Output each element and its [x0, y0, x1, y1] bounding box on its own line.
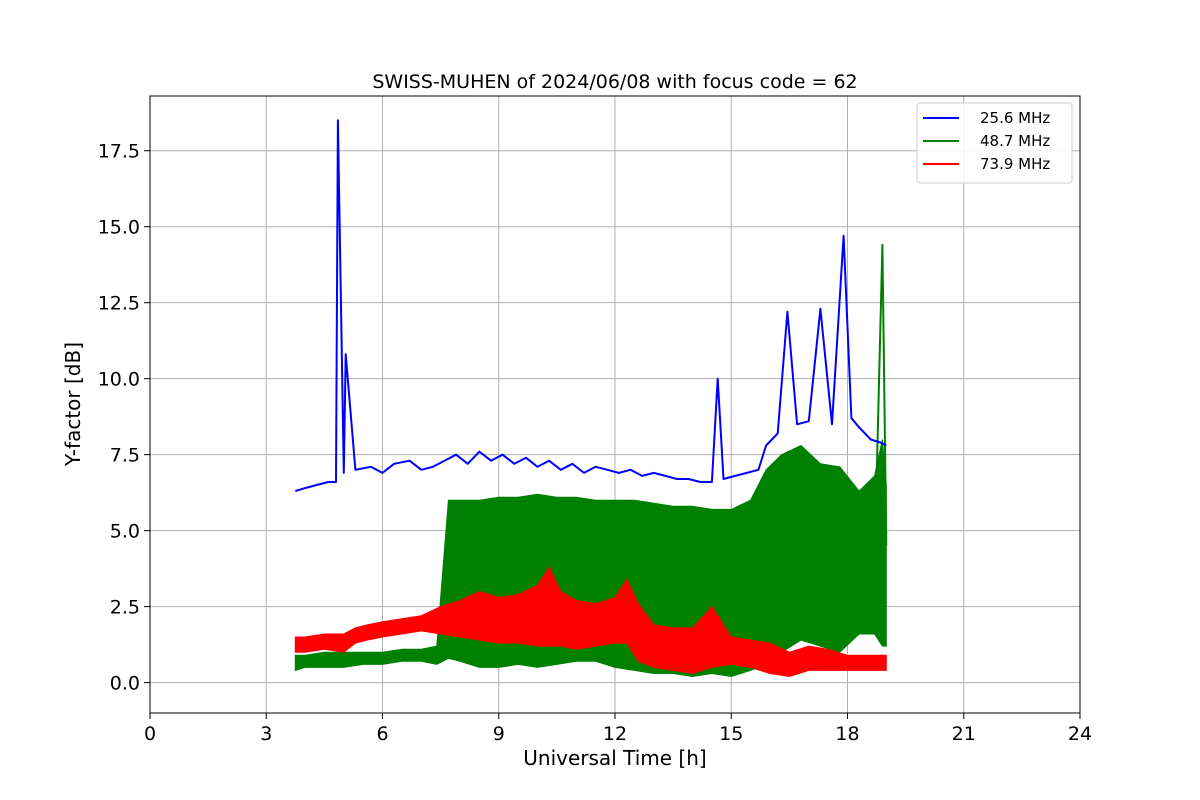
series-line-48-7-mhz	[295, 243, 888, 663]
x-tick-label: 12	[603, 723, 627, 745]
y-axis-ticks: 0.0 2.5 5.0 7.5 10.0 12.5 15.0 17.5	[98, 141, 150, 695]
y-tick-label: 5.0	[110, 521, 140, 543]
x-tick-label: 21	[952, 723, 976, 745]
y-tick-label: 17.5	[98, 141, 140, 163]
legend-label-48-7-mhz: 48.7 MHz	[980, 132, 1050, 150]
x-axis-ticks: 0 3 6 9 12 15 18 21 24	[144, 713, 1092, 745]
y-tick-label: 10.0	[98, 369, 140, 391]
y-tick-label: 7.5	[110, 445, 140, 467]
y-axis-label: Y-factor [dB]	[61, 342, 85, 467]
legend-label-73-9-mhz: 73.9 MHz	[980, 155, 1050, 173]
series-band-73-9-mhz	[294, 566, 887, 678]
x-tick-label: 18	[835, 723, 859, 745]
x-tick-label: 9	[493, 723, 505, 745]
plot-area	[294, 119, 888, 678]
legend-label-25-6-mhz: 25.6 MHz	[980, 109, 1050, 127]
x-tick-label: 3	[260, 723, 272, 745]
y-tick-label: 0.0	[110, 673, 140, 695]
y-tick-label: 2.5	[110, 597, 140, 619]
legend: 25.6 MHz 48.7 MHz 73.9 MHz	[916, 102, 1073, 184]
y-tick-label: 12.5	[98, 293, 140, 315]
x-tick-label: 24	[1068, 723, 1092, 745]
x-tick-label: 0	[144, 723, 156, 745]
series-line-73-9-mhz	[295, 611, 887, 666]
series-line-25-6-mhz	[295, 119, 887, 493]
x-tick-label: 6	[376, 723, 388, 745]
x-tick-label: 15	[719, 723, 743, 745]
chart-title: SWISS-MUHEN of 2024/06/08 with focus cod…	[372, 71, 857, 93]
x-axis-label: Universal Time [h]	[523, 746, 706, 770]
y-tick-label: 15.0	[98, 217, 140, 239]
